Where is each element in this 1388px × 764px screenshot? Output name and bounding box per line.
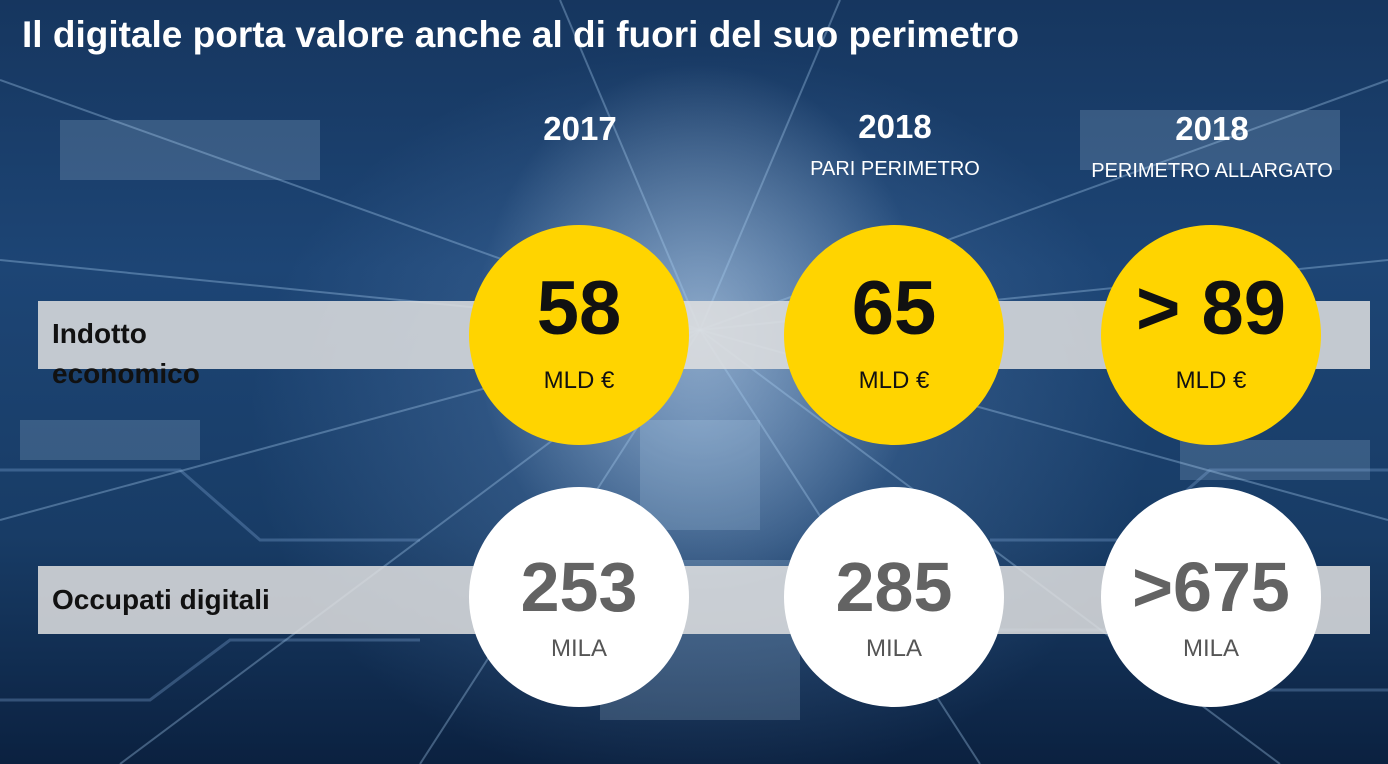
value-number: > 89 bbox=[1135, 266, 1287, 351]
value-unit: MLD € bbox=[543, 367, 615, 394]
row-label-occupati: Occupati digitali bbox=[52, 584, 270, 615]
value-number: 285 bbox=[835, 548, 953, 626]
value-unit: MILA bbox=[1182, 635, 1239, 662]
value-circle-occupati-2018-pari: 285 MILA bbox=[784, 487, 1004, 707]
column-header-2017: 2017 bbox=[420, 110, 740, 160]
value-number: 253 bbox=[520, 548, 638, 626]
column-year: 2018 bbox=[1175, 110, 1249, 147]
row-label-line1: Indotto bbox=[52, 318, 147, 349]
value-circle-occupati-2018-allargato: >675 MILA bbox=[1101, 487, 1321, 707]
value-number: 65 bbox=[851, 266, 937, 351]
column-header-2018-pari: 2018 PARI PERIMETRO bbox=[735, 108, 1055, 181]
column-subtitle: PERIMETRO ALLARGATO bbox=[1091, 160, 1333, 182]
value-unit: MILA bbox=[550, 635, 607, 662]
value-circle-indotto-2017: 58 MLD € bbox=[469, 225, 689, 445]
page-title: Il digitale porta valore anche al di fuo… bbox=[22, 14, 1020, 55]
column-year: 2018 bbox=[858, 108, 932, 145]
value-unit: MILA bbox=[865, 635, 922, 662]
column-subtitle: PARI PERIMETRO bbox=[810, 158, 980, 180]
row-label-line2: economico bbox=[52, 358, 200, 389]
value-number: >675 bbox=[1132, 548, 1290, 626]
column-header-2018-allargato: 2018 PERIMETRO ALLARGATO bbox=[1052, 110, 1372, 183]
value-circle-occupati-2017: 253 MILA bbox=[469, 487, 689, 707]
value-unit: MLD € bbox=[858, 367, 930, 394]
value-number: 58 bbox=[536, 266, 622, 351]
column-year: 2017 bbox=[543, 110, 617, 147]
value-circle-indotto-2018-pari: 65 MLD € bbox=[784, 225, 1004, 445]
row-label-indotto: Indotto economico bbox=[52, 314, 200, 394]
value-circle-indotto-2018-allargato: > 89 MLD € bbox=[1101, 225, 1321, 445]
value-unit: MLD € bbox=[1175, 367, 1247, 394]
